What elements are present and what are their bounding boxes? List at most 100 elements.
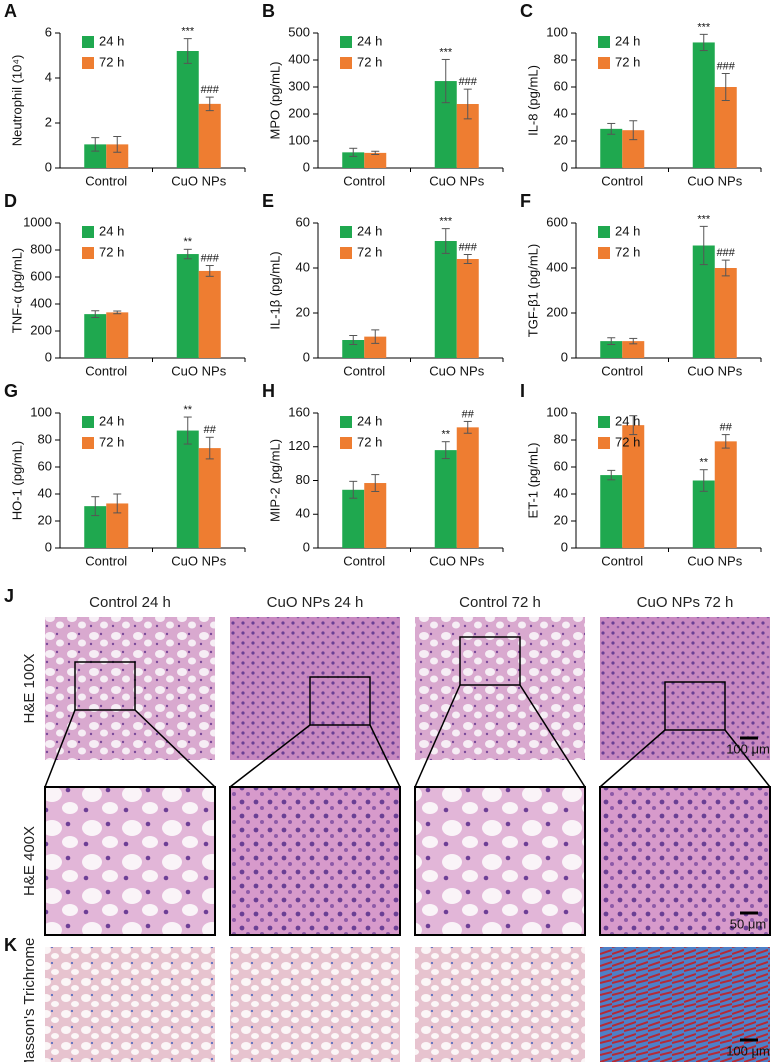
x-tick-label: Control — [85, 553, 127, 568]
bar — [106, 312, 129, 358]
significance-label: *** — [181, 26, 195, 38]
bar — [456, 259, 479, 358]
micrograph — [600, 947, 770, 1062]
legend-label: 72 h — [357, 244, 382, 259]
bar-chart: E IL-1β (pg/mL) 0 20 40 60 Control CuO NPs *** ##… — [262, 191, 504, 378]
bar — [692, 42, 715, 169]
column-header: Control 72 h — [459, 594, 541, 611]
micrograph — [230, 947, 400, 1062]
legend-label: 24 h — [357, 223, 382, 238]
y-tick-label: 40 — [296, 506, 310, 521]
scale-label: 50 μm — [730, 916, 766, 931]
legend-label: 24 h — [615, 413, 640, 428]
y-tick-label: 20 — [554, 132, 568, 147]
bar — [600, 341, 623, 358]
legend-label: 72 h — [615, 244, 640, 259]
y-tick-label: 60 — [554, 458, 568, 473]
x-tick-label: Control — [343, 553, 385, 568]
charts: A Neutrophil (10⁴) 0 2 4 6 Control CuO NPs *** ##… — [4, 1, 762, 568]
y-axis-title: Neutrophil (10⁴) — [9, 55, 24, 147]
panel-label: F — [520, 191, 531, 211]
y-tick-label: 80 — [554, 431, 568, 446]
panel-label: D — [4, 191, 17, 211]
legend-swatch — [598, 226, 610, 238]
y-tick-label: 100 — [288, 132, 310, 147]
significance-label: *** — [697, 213, 711, 225]
zoom-line — [134, 709, 216, 788]
bar — [622, 425, 645, 548]
x-tick-label: CuO NPs — [429, 553, 484, 568]
y-tick-label: 0 — [561, 349, 568, 364]
y-tick-label: 40 — [38, 485, 52, 500]
zoom-line — [724, 729, 771, 788]
y-tick-label: 200 — [30, 322, 52, 337]
y-tick-label: 0 — [45, 539, 52, 554]
bar — [714, 268, 737, 358]
panel-label: H — [262, 381, 275, 401]
zoom-box — [74, 661, 136, 711]
bar — [106, 144, 129, 168]
bar — [692, 245, 715, 358]
legend-swatch — [340, 416, 352, 428]
y-tick-label: 400 — [288, 51, 310, 66]
y-tick-label: 600 — [30, 268, 52, 283]
zoom-line — [369, 724, 401, 788]
panel-label: I — [520, 381, 525, 401]
y-tick-label: 40 — [296, 259, 310, 274]
y-tick-label: 80 — [554, 51, 568, 66]
zoom-line — [44, 709, 76, 788]
y-tick-label: 0 — [561, 539, 568, 554]
bar — [342, 489, 365, 548]
y-tick-label: 80 — [38, 431, 52, 446]
legend-swatch — [340, 247, 352, 259]
legend-label: 72 h — [357, 54, 382, 69]
y-axis-title: MIP-2 (pg/mL) — [267, 439, 282, 522]
y-tick-label: 400 — [30, 295, 52, 310]
bar — [456, 427, 479, 548]
micrograph — [600, 617, 770, 760]
significance-label: *** — [439, 216, 453, 228]
y-tick-label: 600 — [546, 214, 568, 229]
y-tick-label: 6 — [45, 24, 52, 39]
zoom-box — [459, 636, 521, 686]
row-label: H&E 100X — [21, 653, 38, 723]
y-tick-label: 0 — [561, 159, 568, 174]
legend-swatch — [598, 247, 610, 259]
micrograph — [415, 617, 585, 760]
legend-swatch — [598, 437, 610, 449]
panel-label: B — [262, 1, 275, 21]
legend-swatch — [598, 57, 610, 69]
column-header: Control 24 h — [89, 594, 171, 611]
x-tick-label: CuO NPs — [171, 173, 226, 188]
micrograph — [229, 786, 401, 936]
bar — [456, 104, 479, 168]
micrograph — [599, 786, 771, 936]
row-label: H&E 400X — [21, 826, 38, 896]
legend-swatch — [340, 57, 352, 69]
zoom-line — [229, 724, 311, 788]
significance-label: ## — [204, 424, 217, 436]
bar — [106, 503, 129, 548]
x-tick-label: Control — [85, 363, 127, 378]
legend-swatch — [82, 437, 94, 449]
bar — [198, 270, 221, 358]
legend-label: 24 h — [615, 33, 640, 48]
bar — [434, 81, 457, 168]
zoom-line — [599, 729, 666, 788]
bar — [84, 144, 107, 168]
legend-label: 24 h — [615, 223, 640, 238]
legend-label: 72 h — [357, 434, 382, 449]
bar — [600, 128, 623, 168]
y-tick-label: 800 — [30, 241, 52, 256]
y-tick-label: 0 — [45, 159, 52, 174]
y-tick-label: 80 — [296, 472, 310, 487]
y-tick-label: 60 — [296, 214, 310, 229]
bar — [600, 475, 623, 548]
bar-chart: D TNF-α (pg/mL) 0 200 400 600 800 1000 Control Cu… — [4, 191, 246, 378]
panel-label: J — [4, 586, 14, 606]
bar-chart: F TGF-β1 (pg/mL) 0 200 400 600 Control CuO NPs *… — [520, 191, 762, 378]
legend-swatch — [340, 437, 352, 449]
bar — [364, 483, 387, 548]
significance-label: ### — [717, 60, 736, 72]
